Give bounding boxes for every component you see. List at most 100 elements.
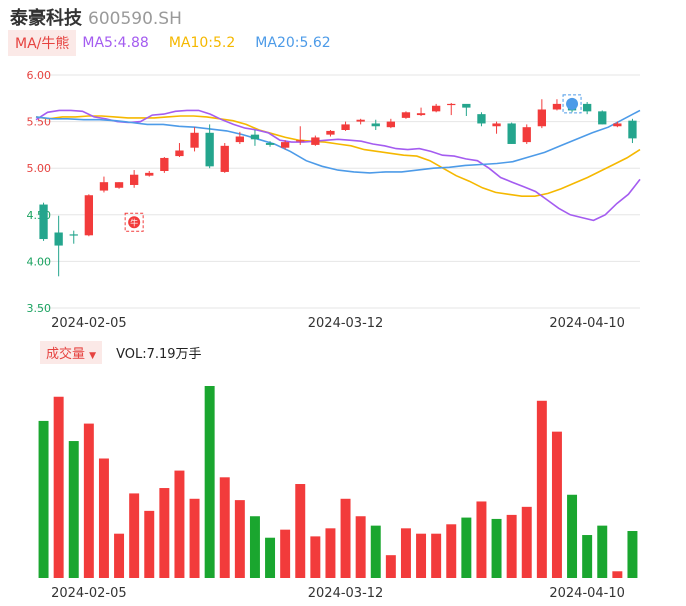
volume-bar — [114, 533, 125, 578]
volume-value: VOL:7.19万手 — [116, 346, 202, 362]
candle-body — [265, 143, 275, 145]
volume-bar — [355, 516, 366, 578]
volume-bar — [612, 571, 623, 578]
candle — [462, 103, 471, 117]
volume-bar — [597, 525, 608, 578]
candle — [114, 182, 124, 189]
volume-bar — [521, 506, 532, 578]
candle — [341, 121, 350, 131]
candle — [447, 102, 456, 116]
bull-marker-label: 牛 — [130, 217, 138, 227]
volume-bar — [265, 537, 276, 578]
volume-bar — [280, 529, 291, 578]
candle — [39, 202, 48, 241]
candle-body — [190, 132, 199, 148]
volume-bar — [416, 533, 427, 578]
volume-indicator-selector[interactable]: 成交量 ▼ — [40, 340, 103, 364]
candle — [371, 119, 380, 130]
candle — [99, 176, 109, 193]
volume-bar — [234, 500, 245, 578]
ma10-legend: MA10:5.2 — [168, 35, 236, 51]
y-tick-label: 5.00 — [27, 162, 52, 175]
candle — [416, 107, 426, 117]
candle-body — [235, 136, 245, 143]
candle — [628, 118, 637, 144]
bull-marker-icon: 牛 — [124, 212, 144, 232]
ma20-legend: MA20:5.62 — [255, 35, 331, 51]
price-chart[interactable]: 6.005.505.004.504.003.50 2024-02-05 2024-… — [0, 0, 686, 330]
candle-body — [507, 123, 516, 144]
candle-body — [582, 103, 592, 112]
volume-bar — [476, 501, 487, 578]
candle — [386, 118, 396, 129]
candle — [250, 129, 260, 146]
volume-x-tick-label: 2024-03-12 — [308, 586, 384, 601]
ma-bull-bear-toggle[interactable]: MA/牛熊 — [8, 30, 77, 56]
y-tick-label: 6.00 — [27, 69, 52, 82]
volume-bar — [38, 420, 49, 578]
ma-legend: MA/牛熊 MA5:4.88 MA10:5.2 MA20:5.62 — [8, 30, 351, 56]
candle — [401, 111, 411, 119]
candle-body — [39, 204, 48, 240]
volume-bar — [370, 525, 381, 578]
candle-body — [522, 127, 531, 143]
candle-body — [477, 114, 486, 124]
candle-body — [356, 119, 365, 122]
y-tick-label: 3.50 — [27, 302, 52, 315]
candle-body — [462, 103, 471, 108]
candle-body — [628, 120, 637, 139]
volume-bar — [68, 441, 79, 578]
candle-body — [250, 134, 260, 140]
volume-bar — [295, 484, 306, 578]
candle-body — [598, 111, 607, 125]
volume-bar — [385, 555, 396, 578]
bull-marker-frame — [124, 212, 144, 232]
volume-bar — [144, 510, 155, 578]
candle-body — [537, 109, 547, 127]
candle — [160, 157, 169, 173]
candle-body — [160, 157, 169, 171]
volume-bar — [582, 535, 593, 578]
candle-body — [114, 182, 124, 188]
highlight-marker-icon — [562, 94, 582, 114]
candle-body — [416, 113, 426, 116]
candle-body — [447, 103, 456, 106]
volume-bar — [189, 498, 200, 578]
volume-bar — [310, 536, 321, 578]
volume-bar — [174, 470, 185, 578]
ma5-line — [35, 109, 641, 222]
candle — [280, 140, 290, 150]
candle-body — [386, 121, 396, 128]
x-tick-label: 2024-04-10 — [549, 316, 625, 330]
candle-body — [84, 195, 94, 236]
candle — [129, 170, 139, 188]
volume-bar — [491, 518, 502, 578]
candle-body — [371, 123, 380, 127]
volume-bar — [204, 386, 215, 578]
highlight-marker-dot — [566, 97, 579, 110]
volume-x-tick-label: 2024-04-10 — [549, 586, 625, 601]
stock-name: 泰豪科技 — [10, 8, 82, 29]
candle — [492, 121, 501, 134]
ma10-line — [35, 115, 641, 197]
volume-bar — [446, 524, 457, 578]
candle — [522, 124, 531, 144]
candle-body — [613, 123, 622, 127]
candle-body — [145, 172, 154, 176]
candle — [537, 99, 547, 129]
candle-body — [431, 105, 441, 112]
volume-chart[interactable]: 2024-02-05 2024-03-12 2024-04-10 — [0, 366, 686, 606]
candle — [54, 215, 63, 277]
candle — [356, 118, 365, 125]
volume-bar — [567, 494, 578, 578]
triangle-down-icon: ▼ — [89, 350, 97, 361]
volume-tag-label: 成交量 — [46, 346, 86, 362]
candle-body — [341, 124, 350, 130]
candle-body — [205, 132, 214, 167]
candle-body — [99, 182, 109, 191]
candle — [145, 170, 154, 177]
volume-bar — [400, 528, 411, 578]
candle — [613, 121, 622, 128]
candle-body — [54, 232, 63, 246]
